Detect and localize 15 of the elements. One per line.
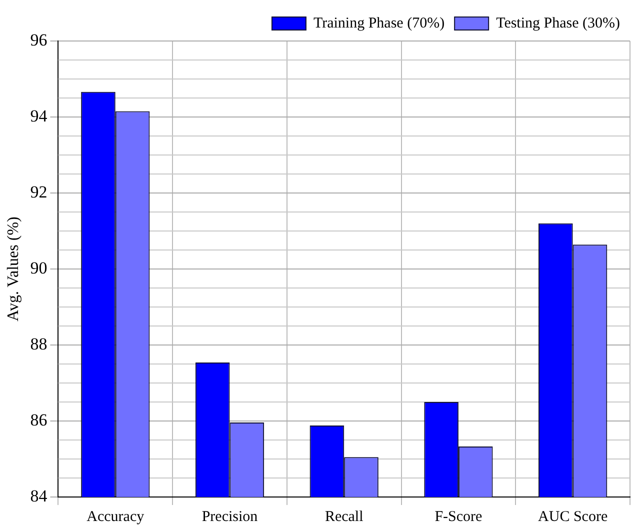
legend-label: Testing Phase (30%) bbox=[496, 15, 620, 32]
x-tick-label: F-Score bbox=[434, 508, 483, 525]
y-tick-label: 92 bbox=[30, 182, 48, 202]
y-tick-label: 88 bbox=[30, 334, 48, 354]
x-tick-label: Accuracy bbox=[86, 508, 145, 525]
y-axis-title: Avg. Values (%) bbox=[4, 216, 22, 322]
y-tick-label: 94 bbox=[30, 106, 48, 126]
y-tick-label: 84 bbox=[30, 486, 48, 506]
y-tick-label: 90 bbox=[30, 258, 48, 278]
x-tick-label: AUC Score bbox=[538, 508, 608, 525]
x-tick-label: Recall bbox=[324, 508, 364, 525]
y-tick-label: 86 bbox=[30, 410, 48, 430]
legend-label: Training Phase (70%) bbox=[313, 15, 445, 32]
x-tick-label: Precision bbox=[202, 508, 258, 525]
y-tick-label: 96 bbox=[30, 30, 48, 50]
